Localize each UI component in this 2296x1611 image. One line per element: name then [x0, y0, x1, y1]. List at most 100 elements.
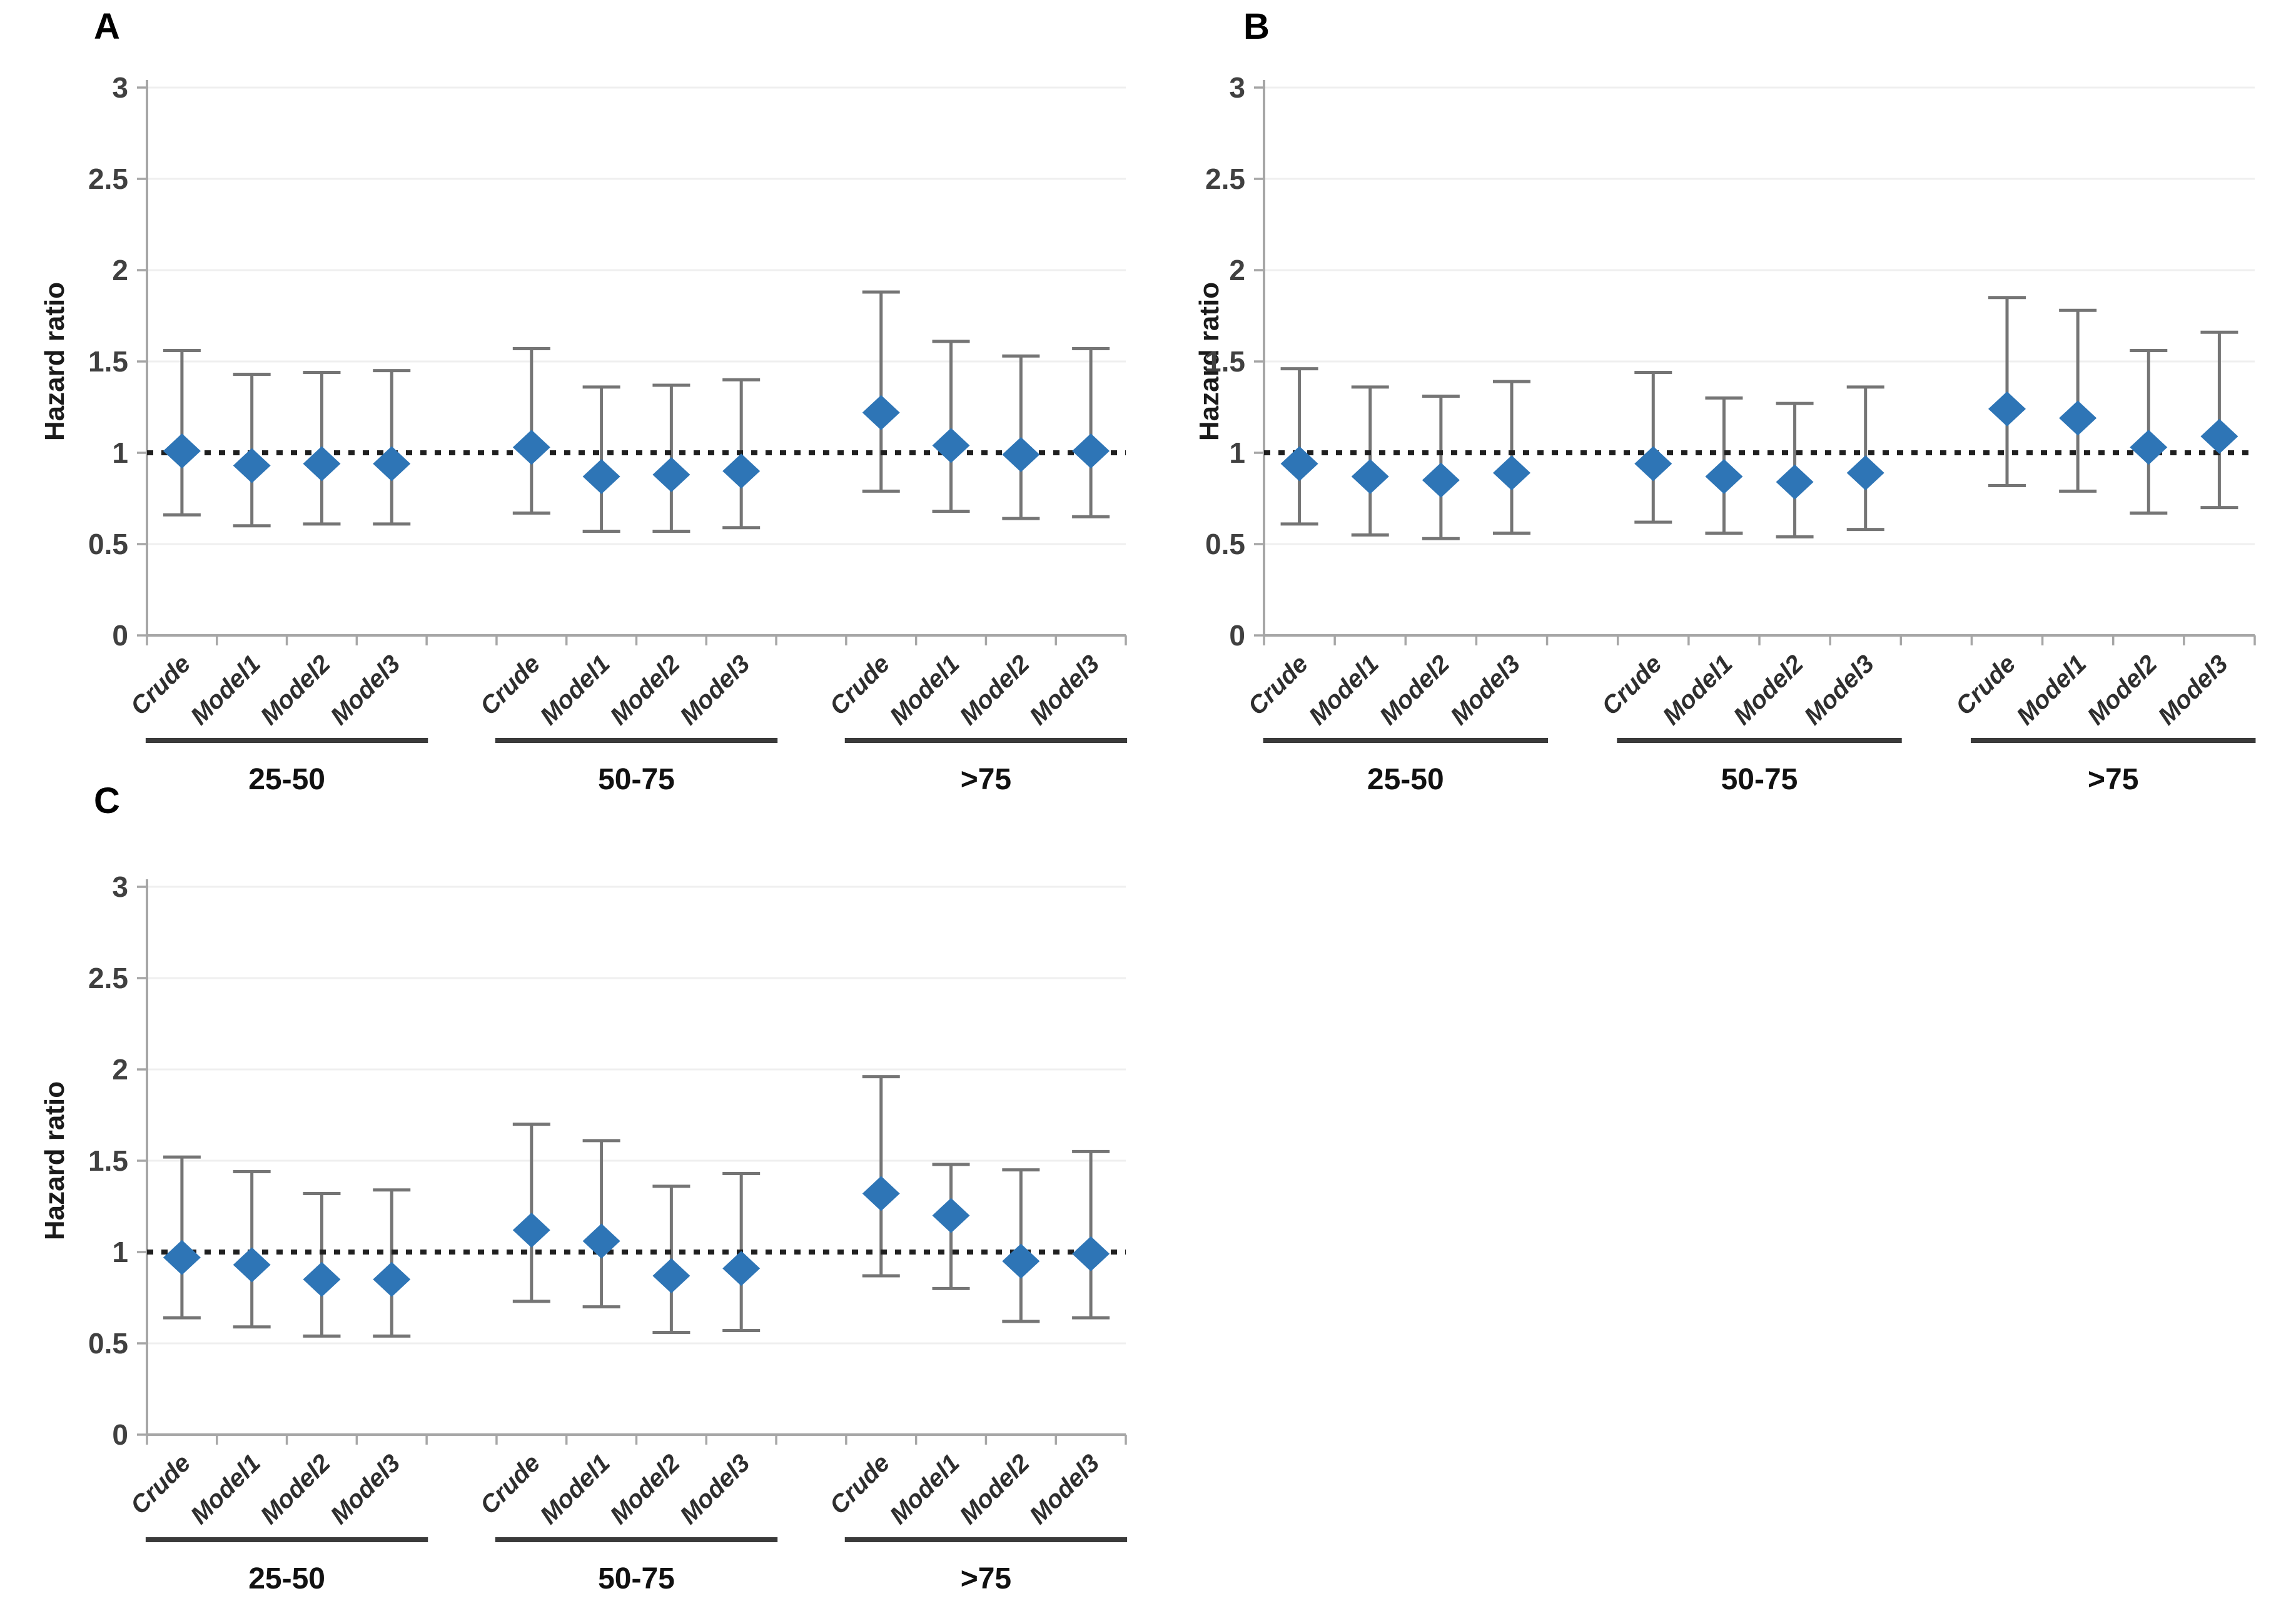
x-tick-label: Model1 [1657, 650, 1738, 730]
y-tick-label: 2.5 [1205, 163, 1245, 195]
panel-b-chart: Hazard ratio 00.511.522.53CrudeModel1Mod… [1194, 71, 2256, 796]
group-label: >75 [961, 1562, 1011, 1595]
group-label: >75 [2088, 763, 2138, 796]
group-label: 50-75 [598, 763, 675, 796]
x-tick-label: Model1 [535, 650, 615, 730]
y-tick-label: 0.5 [88, 1327, 128, 1360]
diamond-marker [1705, 458, 1743, 494]
group-label: 25-50 [248, 763, 325, 796]
x-tick-label: Crude [1243, 650, 1313, 720]
y-tick-label: 0 [112, 1418, 128, 1451]
y-tick-label: 3 [112, 71, 128, 104]
x-tick-label: Model3 [1024, 1449, 1105, 1530]
group-label: 25-50 [1367, 763, 1444, 796]
x-tick-label: Crude [125, 1449, 196, 1520]
diamond-marker [582, 1223, 620, 1259]
y-tick-label: 0 [112, 619, 128, 652]
x-tick-label: Model2 [954, 1449, 1035, 1530]
diamond-marker [163, 1240, 201, 1275]
y-tick-label: 1.5 [1205, 345, 1245, 378]
diamond-marker [373, 1261, 411, 1297]
x-tick-label: Model1 [884, 650, 965, 730]
y-axis-title: Hazard ratio [1194, 282, 1225, 441]
diamond-marker [722, 1251, 761, 1286]
diamond-marker [1072, 1236, 1110, 1271]
y-tick-label: 1.5 [88, 1144, 128, 1177]
y-tick-label: 2 [112, 254, 128, 286]
y-axis-title: Hazard ratio [39, 282, 70, 441]
x-tick-label: Model2 [1728, 650, 1809, 730]
diamond-marker [1846, 455, 1884, 491]
x-tick-label: Model1 [185, 650, 266, 730]
diamond-marker [862, 1176, 900, 1211]
x-tick-label: Crude [1597, 650, 1667, 720]
diamond-marker [1493, 455, 1530, 491]
y-tick-label: 3 [112, 871, 128, 903]
diamond-marker [582, 458, 620, 494]
diamond-marker [652, 457, 690, 493]
panel-a-letter: A [94, 6, 120, 47]
x-tick-label: Model3 [325, 650, 406, 730]
diamond-marker [2130, 430, 2168, 465]
x-tick-label: Model3 [2153, 650, 2233, 730]
x-tick-label: Crude [1951, 650, 2021, 720]
diamond-marker [862, 395, 900, 430]
x-tick-label: Model1 [535, 1449, 615, 1530]
group-label: 50-75 [598, 1562, 675, 1595]
x-tick-label: Model3 [1024, 650, 1105, 730]
x-tick-label: Model2 [954, 650, 1035, 730]
y-axis-title: Hazard ratio [39, 1081, 70, 1240]
x-tick-label: Model3 [1445, 650, 1526, 730]
x-tick-label: Crude [475, 650, 545, 720]
panel-c-chart: Hazard ratio 00.511.522.53CrudeModel1Mod… [39, 871, 1128, 1595]
diamond-marker [2200, 418, 2238, 454]
y-tick-label: 1 [1229, 437, 1245, 469]
diamond-marker [1776, 464, 1814, 500]
diamond-marker [512, 430, 550, 465]
diamond-marker [1634, 446, 1672, 482]
diamond-marker [303, 1261, 341, 1297]
panel-c-letter: C [94, 780, 120, 821]
x-tick-label: Model3 [675, 650, 756, 730]
diamond-marker [373, 446, 411, 482]
x-tick-label: Model1 [1304, 650, 1385, 730]
diamond-marker [1988, 391, 2026, 427]
diamond-marker [303, 446, 341, 482]
diamond-marker [512, 1212, 550, 1248]
panel-b-letter: B [1243, 6, 1270, 47]
diamond-marker [1280, 446, 1318, 482]
x-tick-label: Model1 [185, 1449, 266, 1530]
x-tick-label: Model2 [255, 650, 336, 730]
x-tick-label: Model2 [1375, 650, 1455, 730]
diamond-marker [163, 433, 201, 469]
y-tick-label: 0.5 [88, 528, 128, 560]
x-tick-label: Model2 [605, 650, 685, 730]
diamond-marker [233, 1247, 271, 1283]
x-tick-label: Crude [824, 1449, 895, 1520]
y-tick-label: 2 [1229, 254, 1245, 286]
group-label: 50-75 [1721, 763, 1798, 796]
y-tick-label: 0.5 [1205, 528, 1245, 560]
diamond-marker [932, 428, 970, 463]
x-tick-label: Crude [824, 650, 895, 720]
diamond-marker [1422, 462, 1460, 498]
x-tick-label: Model3 [325, 1449, 406, 1530]
x-tick-label: Crude [125, 650, 196, 720]
diamond-marker [1002, 437, 1040, 472]
y-tick-label: 2.5 [88, 163, 128, 195]
diamond-marker [1351, 458, 1389, 494]
x-tick-label: Model2 [2082, 650, 2163, 730]
x-tick-label: Model2 [255, 1449, 336, 1530]
y-tick-label: 0 [1229, 619, 1245, 652]
diamond-marker [722, 453, 761, 489]
y-tick-label: 3 [1229, 71, 1245, 104]
x-tick-label: Model3 [1799, 650, 1880, 730]
group-label: >75 [961, 763, 1011, 796]
diamond-marker [1072, 433, 1110, 469]
y-tick-label: 2 [112, 1053, 128, 1086]
x-tick-label: Model3 [675, 1449, 756, 1530]
y-tick-label: 2.5 [88, 962, 128, 994]
y-tick-label: 1 [112, 437, 128, 469]
diamond-marker [652, 1258, 690, 1293]
